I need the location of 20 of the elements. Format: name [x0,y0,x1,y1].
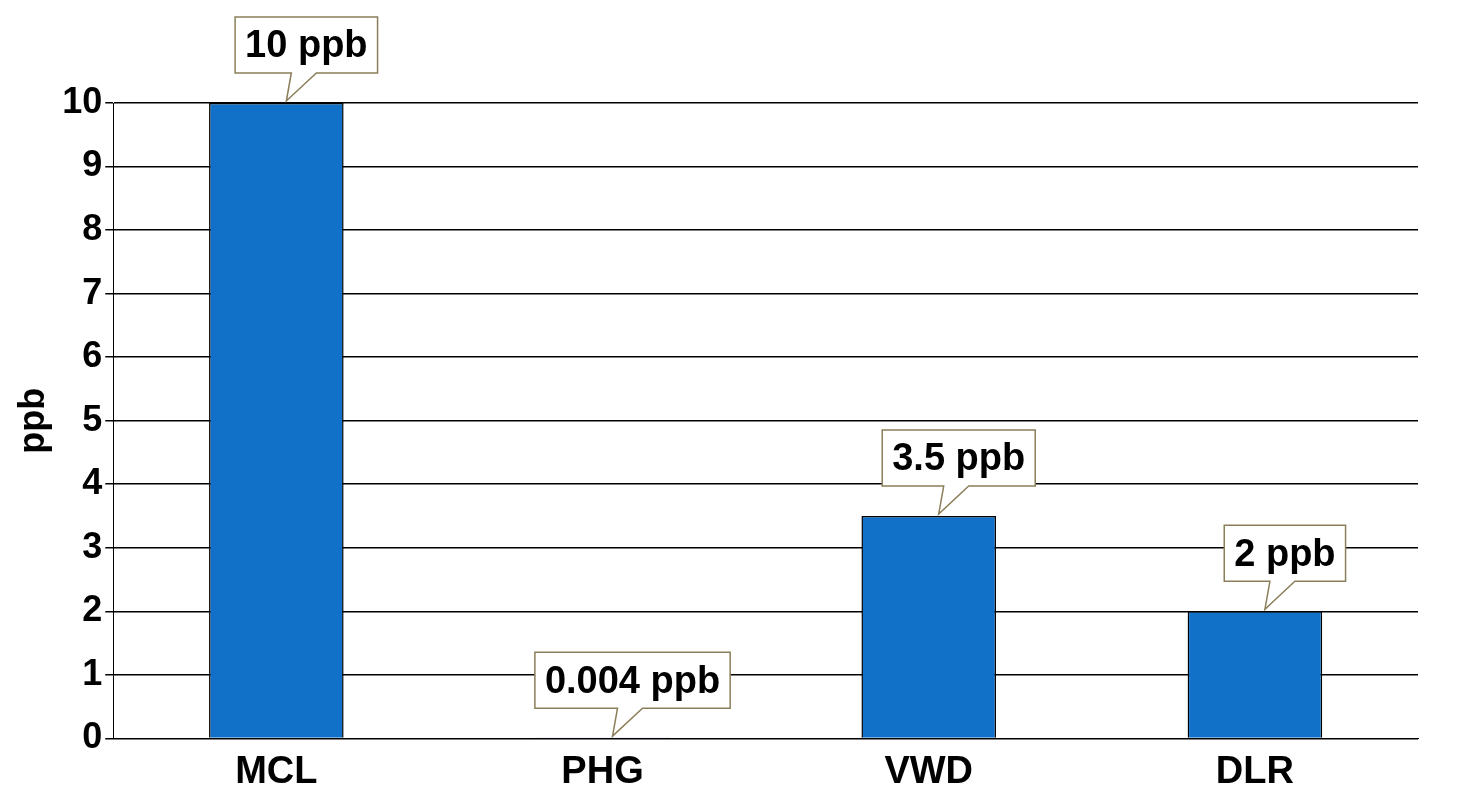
y-tick-label: 8 [82,207,103,248]
x-tick-label: PHG [561,748,644,791]
y-tick-label: 2 [82,588,103,630]
y-tick-label: 1 [82,651,103,693]
y-tick-label: 10 [62,79,103,121]
x-tick-label: DLR [1215,748,1294,791]
y-tick-label: 3 [82,524,103,566]
y-axis-title: ppb [10,387,52,454]
x-tick-label: MCL [235,748,318,791]
y-tick-label: 5 [82,397,103,439]
data-label: 10 ppb [245,23,368,66]
data-label: 0.004 ppb [544,658,721,701]
y-tick-label: 6 [82,334,103,376]
y-tick-label: 0 [82,715,103,757]
y-tick-label: 9 [82,143,103,185]
data-label: 3.5 ppb [892,436,1026,479]
y-tick-label: 7 [82,270,103,312]
y-tick-label: 4 [82,461,103,503]
data-label: 2 ppb [1234,531,1336,574]
x-tick-label: VWD [884,748,974,791]
